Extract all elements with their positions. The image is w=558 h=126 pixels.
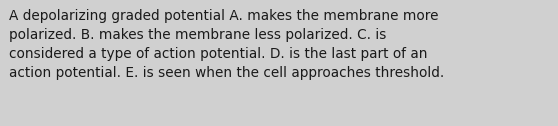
Text: A depolarizing graded potential A. makes the membrane more
polarized. B. makes t: A depolarizing graded potential A. makes… [9, 9, 444, 80]
